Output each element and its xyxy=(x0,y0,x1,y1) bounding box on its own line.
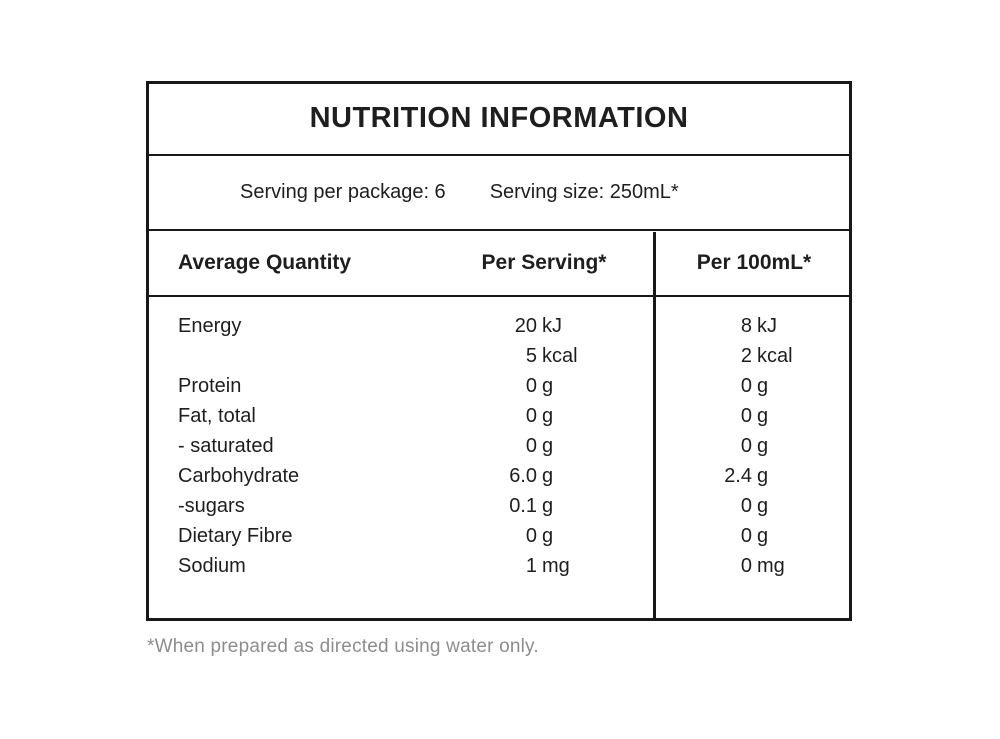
per-serving-amount: 6.0 xyxy=(509,464,537,487)
per-100ml-amount: 2 xyxy=(740,344,752,367)
nutrient-label: -sugars xyxy=(178,494,245,517)
column-header-row: Average Quantity Per Serving* Per 100mL* xyxy=(149,231,849,297)
per-serving-unit: g xyxy=(542,494,554,517)
per-100ml-unit: g xyxy=(757,524,769,547)
table-row: Protein 0 g 0 g xyxy=(149,371,849,401)
per-serving-amount: 0 xyxy=(525,404,537,427)
per-100ml-amount: 0 xyxy=(740,374,752,397)
nutrient-label xyxy=(149,341,388,371)
nutrient-label: Energy xyxy=(178,314,242,337)
serving-info-row: Serving per package: 6 Serving size: 250… xyxy=(149,156,849,231)
per-100ml-unit: kJ xyxy=(757,314,777,337)
table-row: Energy 20 kJ 8 kJ xyxy=(149,311,849,341)
per-serving-unit: g xyxy=(542,434,554,457)
per-serving-unit: g xyxy=(542,524,554,547)
per-100ml-amount: 2.4 xyxy=(724,464,752,487)
per-100ml-unit: kcal xyxy=(757,344,793,367)
per-serving-amount: 20 xyxy=(514,314,537,337)
table-row: -sugars 0.1 g 0 g xyxy=(149,491,849,521)
per-serving-unit: kJ xyxy=(542,314,562,337)
nutrition-rows: Energy 20 kJ 8 kJ 5 kcal 2 kcal Protein … xyxy=(149,297,849,619)
table-row: Carbohydrate 6.0 g 2.4 g xyxy=(149,461,849,491)
serving-size: Serving size: 250mL* xyxy=(489,180,679,203)
per-100ml-unit: g xyxy=(757,434,769,457)
panel-title: NUTRITION INFORMATION xyxy=(149,84,849,156)
per-serving-amount: 1 xyxy=(525,554,537,577)
per-serving-unit: g xyxy=(542,374,554,397)
nutrient-label: - saturated xyxy=(178,434,274,457)
table-row: Sodium 1 mg 0 mg xyxy=(149,551,849,581)
per-100ml-amount: 0 xyxy=(740,494,752,517)
per-100ml-unit: mg xyxy=(757,554,785,577)
per-serving-amount: 0 xyxy=(525,524,537,547)
nutrient-label: Sodium xyxy=(178,554,246,577)
column-header-per-serving: Per Serving* xyxy=(481,250,607,274)
per-serving-unit: mg xyxy=(542,554,570,577)
nutrient-label: Protein xyxy=(178,374,242,397)
column-divider-line xyxy=(653,231,656,618)
table-row: Fat, total 0 g 0 g xyxy=(149,401,849,431)
nutrient-label: Carbohydrate xyxy=(178,464,300,487)
table-row: Dietary Fibre 0 g 0 g xyxy=(149,521,849,551)
per-serving-amount: 0 xyxy=(525,374,537,397)
per-serving-amount: 0.1 xyxy=(509,494,537,517)
per-serving-amount: 5 xyxy=(525,344,537,367)
per-100ml-unit: g xyxy=(757,464,769,487)
footnote: *When prepared as directed using water o… xyxy=(147,636,539,657)
per-serving-unit: g xyxy=(542,464,554,487)
per-serving-unit: g xyxy=(542,404,554,427)
column-header-average-quantity: Average Quantity xyxy=(178,250,352,274)
per-100ml-amount: 0 xyxy=(740,524,752,547)
per-serving-unit: kcal xyxy=(542,344,578,367)
per-serving-amount: 0 xyxy=(525,434,537,457)
per-100ml-amount: 0 xyxy=(740,554,752,577)
serving-per-package: Serving per package: 6 xyxy=(240,180,446,203)
table-row: - saturated 0 g 0 g xyxy=(149,431,849,461)
per-100ml-unit: g xyxy=(757,404,769,427)
per-100ml-unit: g xyxy=(757,494,769,517)
column-header-per-100ml: Per 100mL* xyxy=(696,250,812,274)
per-100ml-amount: 8 xyxy=(740,314,752,337)
nutrient-label: Fat, total xyxy=(178,404,256,427)
table-row: 5 kcal 2 kcal xyxy=(149,341,849,371)
nutrient-label: Dietary Fibre xyxy=(178,524,293,547)
per-100ml-amount: 0 xyxy=(740,404,752,427)
per-100ml-amount: 0 xyxy=(740,434,752,457)
per-100ml-unit: g xyxy=(757,374,769,397)
nutrition-panel: NUTRITION INFORMATION Serving per packag… xyxy=(146,81,852,621)
